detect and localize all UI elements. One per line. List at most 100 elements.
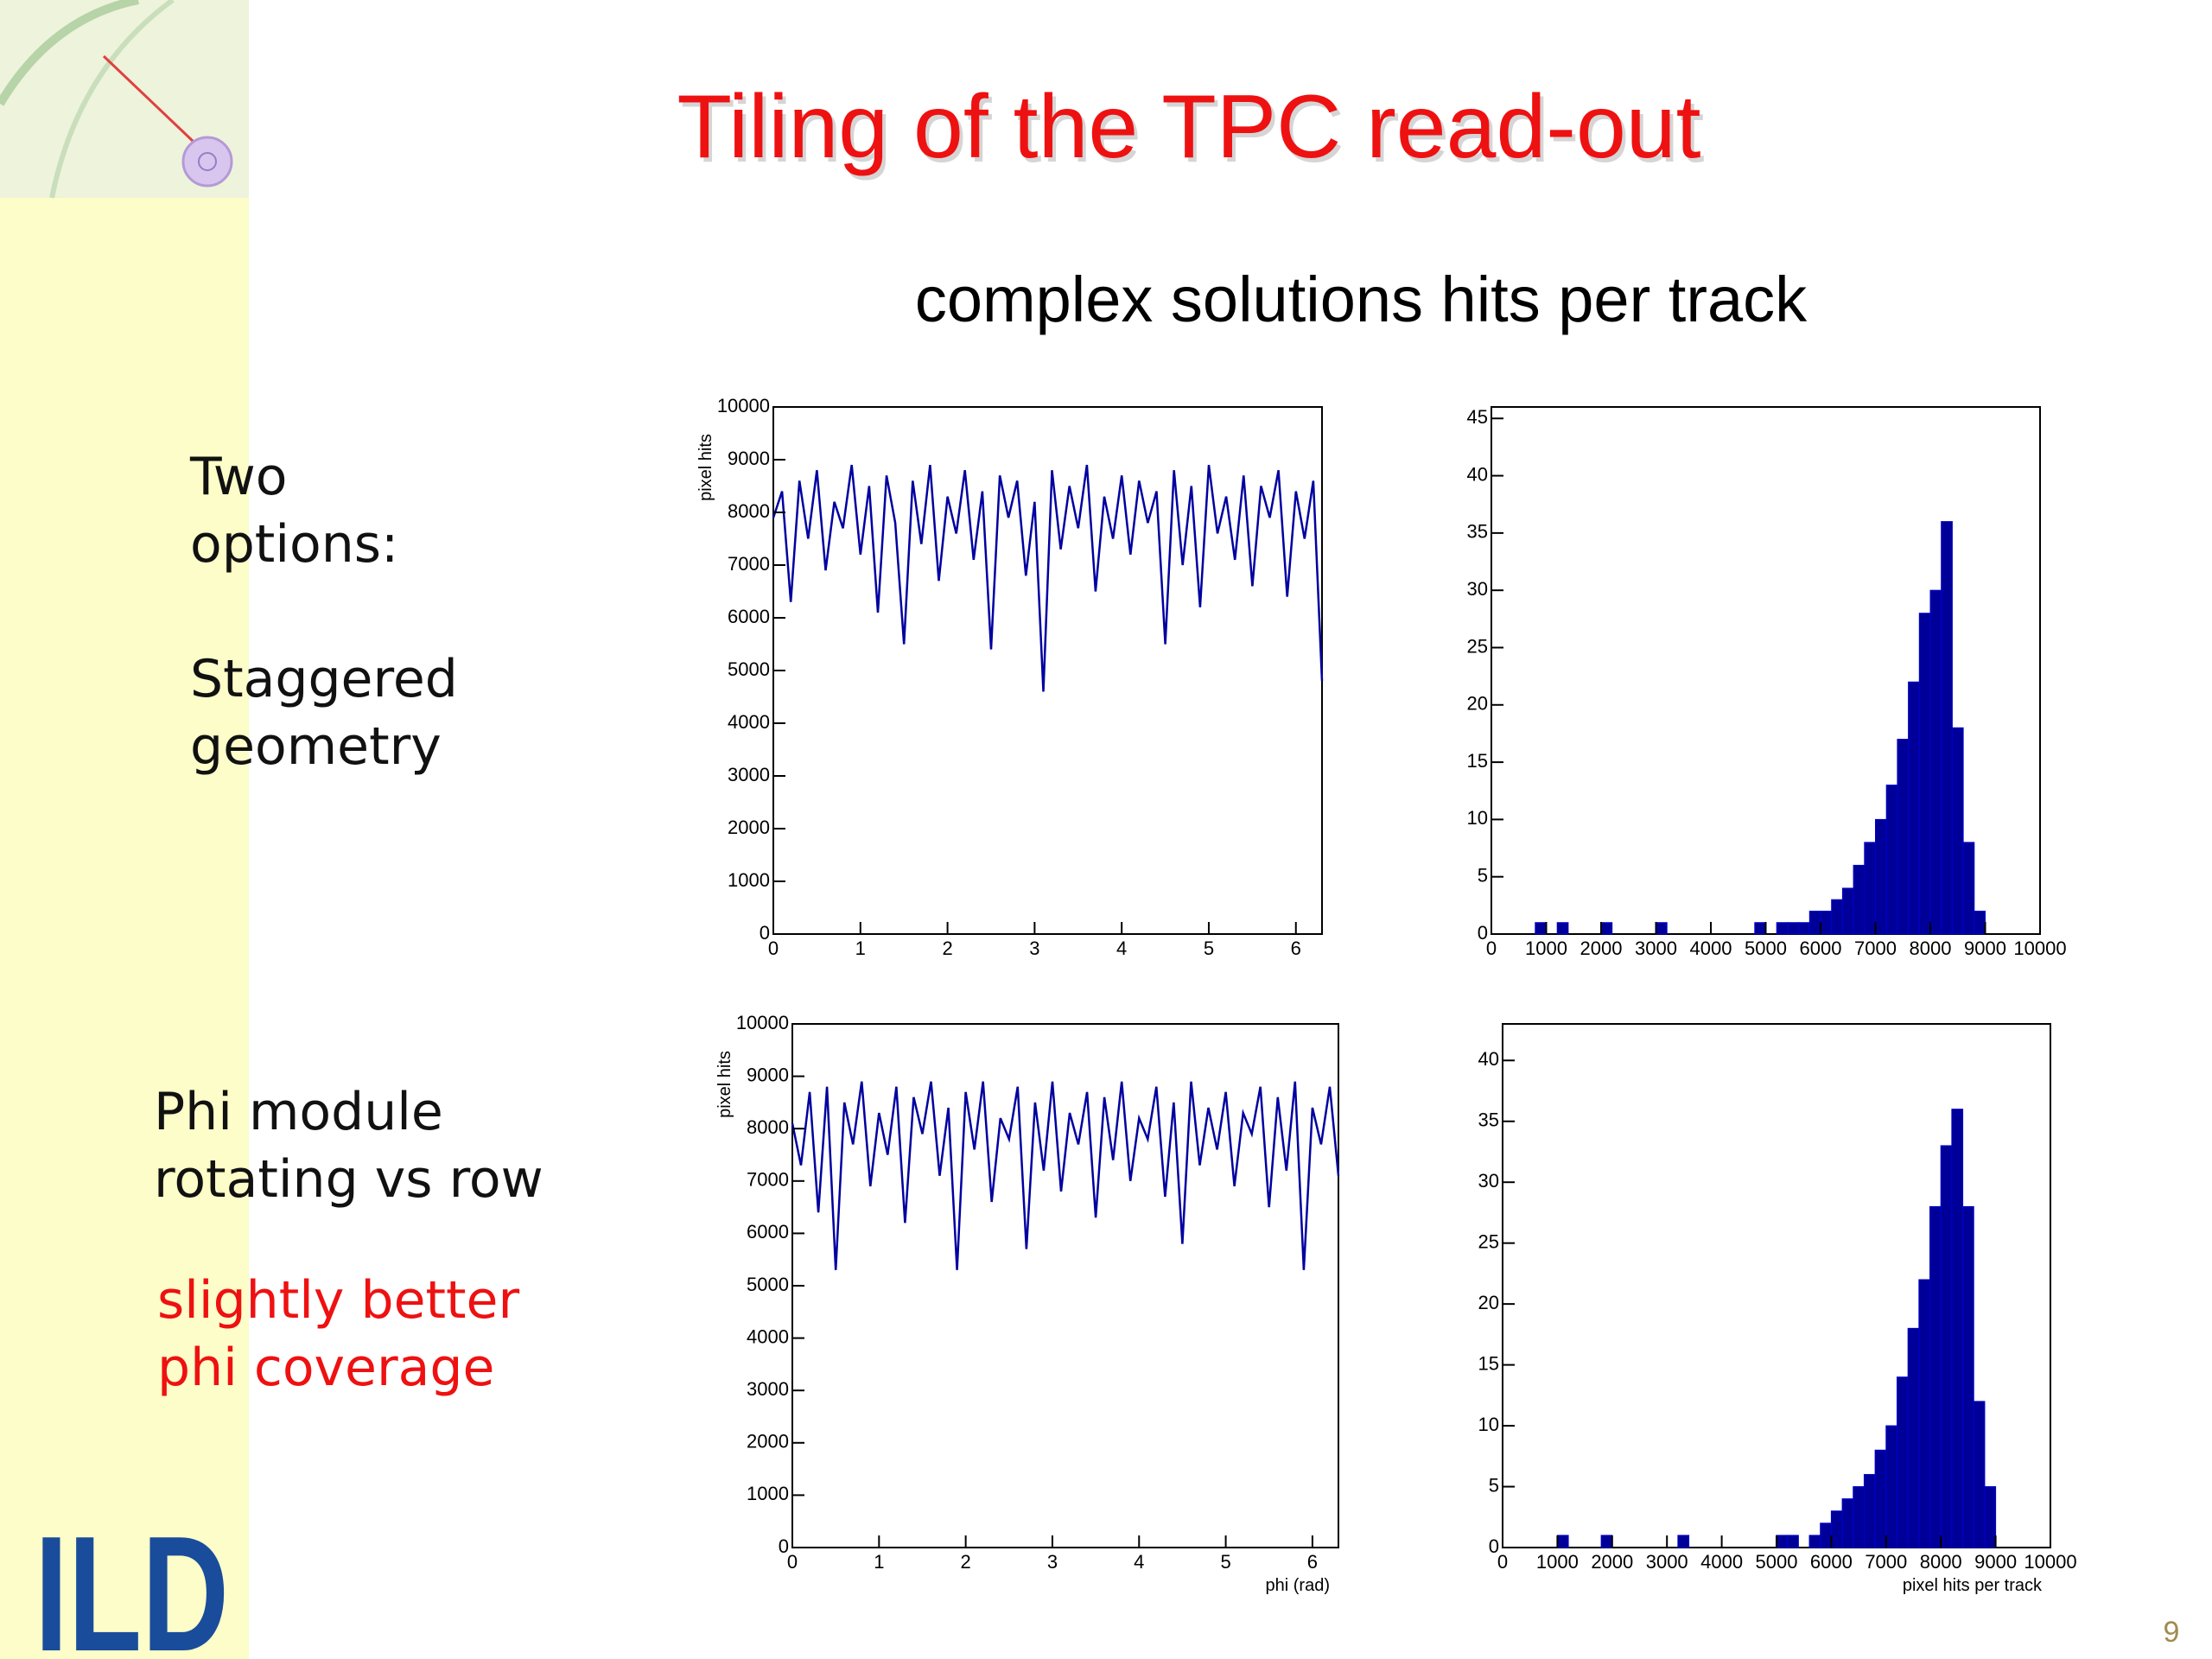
histogram-bar <box>1885 785 1898 935</box>
block-line-highlight: phi coverage <box>157 1338 494 1398</box>
histogram-bar <box>1808 1535 1821 1548</box>
histogram-bar <box>1535 922 1548 935</box>
y-axis-label: pixel hits <box>696 434 715 501</box>
title-shadow: Tiling of the TPC read-out <box>680 81 1704 181</box>
histogram-bar <box>1940 1145 1953 1548</box>
y-tick-label: 20 <box>1467 693 1488 715</box>
y-tick-label: 0 <box>1489 1535 1499 1557</box>
y-tick-label: 7000 <box>728 553 770 575</box>
histogram-bar <box>1929 1205 1942 1548</box>
x-tick-label: 0 <box>768 938 779 959</box>
plot-frame <box>772 406 1323 935</box>
histogram-bar <box>1897 739 1910 935</box>
histogram-bar <box>1787 922 1800 935</box>
decoration-arc <box>0 0 139 106</box>
histogram-bar <box>1754 922 1767 935</box>
decoration-circle <box>198 152 217 171</box>
y-tick-label: 30 <box>1467 578 1488 600</box>
y-tick-label: 25 <box>1478 1230 1499 1252</box>
histogram-bar <box>1677 1535 1690 1548</box>
x-tick-label: 2000 <box>1580 938 1623 959</box>
x-tick-label: 2000 <box>1591 1551 1633 1573</box>
x-tick-label: 3 <box>1047 1551 1058 1573</box>
x-tick-label: 8000 <box>1910 938 1952 959</box>
y-tick-label: 40 <box>1467 463 1488 485</box>
x-tick-label: 1000 <box>1536 1551 1579 1573</box>
y-tick-label: 10 <box>1478 1414 1499 1435</box>
y-tick-label: 8000 <box>747 1116 789 1138</box>
histogram-bar <box>1918 1279 1931 1548</box>
y-tick-label: 30 <box>1478 1170 1499 1192</box>
x-tick-label: 6000 <box>1800 938 1842 959</box>
block-line: rotating vs row <box>154 1149 543 1210</box>
histogram-bar <box>1908 681 1920 935</box>
histogram-bar <box>1600 1535 1613 1548</box>
block-line: Two <box>189 447 288 507</box>
block-line: Staggered <box>190 649 458 709</box>
histogram-bar <box>1918 613 1931 935</box>
y-tick-label: 0 <box>760 922 770 944</box>
logo: ILD <box>35 1503 229 1659</box>
histogram-bar <box>1863 1473 1876 1548</box>
y-tick-label: 15 <box>1467 750 1488 772</box>
y-tick-label: 15 <box>1478 1352 1499 1374</box>
histogram-bar <box>1820 1522 1832 1548</box>
x-tick-label: 1 <box>855 938 866 959</box>
block-line-highlight: slightly better <box>157 1270 519 1331</box>
y-tick-label: 10 <box>1467 807 1488 829</box>
y-tick-label: 5 <box>1489 1474 1499 1496</box>
y-tick-label: 5000 <box>728 658 770 680</box>
y-tick-label: 5000 <box>747 1274 789 1295</box>
x-tick-label: 0 <box>787 1551 798 1573</box>
x-tick-label: 4000 <box>1700 1551 1743 1573</box>
y-tick-label: 25 <box>1467 635 1488 657</box>
x-tick-label: 1000 <box>1525 938 1567 959</box>
histogram-bar <box>1973 1401 1986 1548</box>
y-tick-label: 0 <box>779 1535 789 1557</box>
x-tick-label: 10000 <box>2013 938 2066 959</box>
decoration-ray <box>102 54 196 144</box>
histogram-bar <box>1841 887 1854 935</box>
x-tick-label: 1 <box>874 1551 884 1573</box>
histogram-bar <box>1798 922 1810 935</box>
data-line <box>772 464 1324 692</box>
x-tick-label: 2 <box>942 938 952 959</box>
histogram-bar <box>1841 1498 1854 1548</box>
y-tick-label: 45 <box>1467 406 1488 428</box>
x-tick-label: 5000 <box>1756 1551 1798 1573</box>
y-tick-label: 40 <box>1478 1048 1499 1070</box>
histogram-bar <box>1951 1109 1964 1548</box>
y-tick-label: 6000 <box>728 606 770 627</box>
histogram-bar <box>1600 922 1613 935</box>
x-tick-label: 3000 <box>1646 1551 1688 1573</box>
block-line: options: <box>190 514 398 575</box>
y-tick-label: 4000 <box>747 1325 789 1347</box>
decoration-arc <box>49 0 175 199</box>
histogram-bar <box>1776 1535 1789 1548</box>
subtitle: complex solutions hits per track <box>915 264 1808 335</box>
x-tick-label: 10000 <box>2024 1551 2076 1573</box>
x-axis-label: phi (rad) <box>1266 1576 1330 1595</box>
data-line <box>791 1081 1340 1270</box>
y-tick-label: 4000 <box>728 711 770 733</box>
histogram-bar <box>1864 842 1877 935</box>
histogram-bar <box>1556 1535 1569 1548</box>
block-line: Phi module <box>154 1082 443 1142</box>
x-tick-label: 3000 <box>1635 938 1677 959</box>
y-tick-label: 2000 <box>728 817 770 838</box>
histogram-bar <box>1830 1510 1843 1548</box>
y-tick-label: 3000 <box>747 1378 789 1400</box>
histogram-bar <box>1874 1449 1887 1548</box>
x-tick-label: 4 <box>1134 1551 1144 1573</box>
histogram-bar <box>1808 910 1821 935</box>
histogram-bar <box>1556 922 1569 935</box>
y-tick-label: 10000 <box>717 395 770 416</box>
y-tick-label: 1000 <box>747 1483 789 1504</box>
x-tick-label: 5000 <box>1745 938 1787 959</box>
x-tick-label: 9000 <box>1974 1551 2017 1573</box>
decoration-circle <box>181 136 233 188</box>
y-tick-label: 7000 <box>747 1169 789 1191</box>
x-tick-label: 0 <box>1486 938 1497 959</box>
histogram-bar <box>1951 727 1964 935</box>
x-tick-label: 4 <box>1116 938 1127 959</box>
